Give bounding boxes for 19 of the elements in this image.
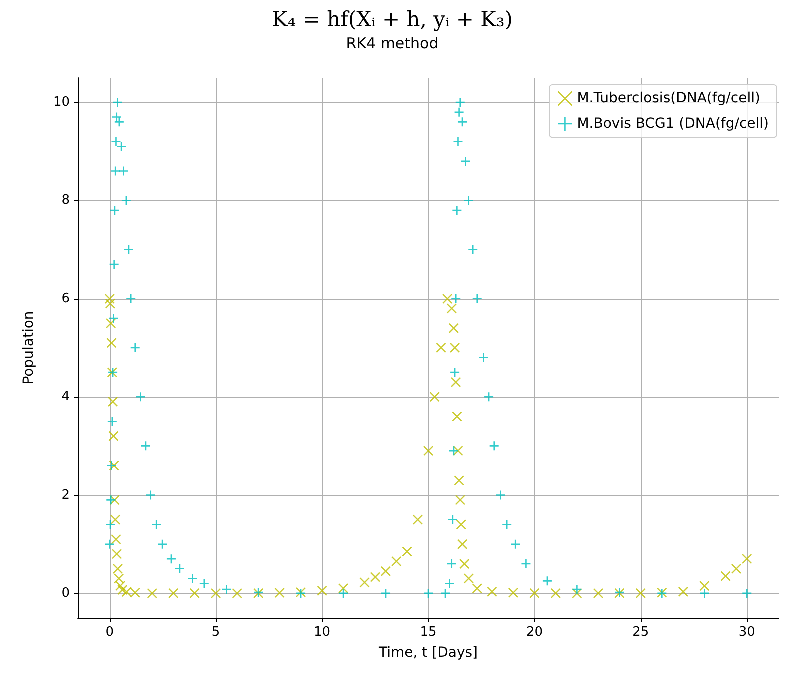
legend-label: M.Tuberclosis(DNA(fg/cell) [577, 90, 760, 107]
y-axis-title: Population [21, 311, 37, 385]
x-tick-label: 30 [738, 625, 756, 640]
x-tick-label: 20 [526, 625, 543, 640]
y-tick-label: 6 [62, 291, 70, 306]
x-tick-label: 10 [314, 625, 331, 640]
legend-label: M.Bovis BCG1 (DNA(fg/cell) [577, 116, 769, 132]
y-tick-label: 4 [62, 390, 70, 405]
x-tick-label: 5 [212, 625, 220, 640]
y-tick-label: 8 [62, 193, 70, 208]
chart-subtitle: RK4 method [346, 34, 439, 52]
chart-title: K₄ = hf(Xᵢ + h, yᵢ + K₃) [272, 8, 513, 32]
x-tick-label: 15 [420, 625, 437, 640]
y-tick-label: 10 [53, 95, 70, 110]
x-tick-label: 25 [632, 625, 650, 640]
y-tick-label: 0 [62, 586, 70, 601]
y-tick-label: 2 [62, 488, 70, 503]
x-tick-label: 0 [106, 625, 114, 640]
x-axis-title: Time, t [Days] [378, 645, 478, 661]
